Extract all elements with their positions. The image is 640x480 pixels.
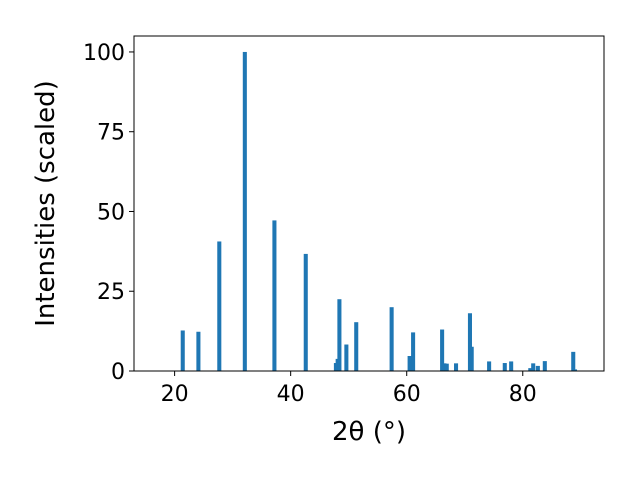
bar xyxy=(411,332,416,371)
x-tick-label: 80 xyxy=(509,382,537,407)
x-tick-label: 40 xyxy=(277,382,305,407)
bar xyxy=(344,344,349,371)
bar xyxy=(444,363,449,371)
x-tick-label: 60 xyxy=(393,382,421,407)
y-tick-label: 25 xyxy=(97,280,125,305)
bar xyxy=(502,363,507,371)
bar xyxy=(467,313,472,371)
bar xyxy=(542,361,547,371)
y-tick-label: 75 xyxy=(97,121,125,146)
bar xyxy=(354,322,359,371)
bars-group xyxy=(180,51,578,371)
bar xyxy=(272,220,277,371)
bar xyxy=(303,253,308,371)
bar xyxy=(469,346,474,371)
bar xyxy=(442,363,447,371)
y-tick-label: 50 xyxy=(97,200,125,225)
bar xyxy=(454,363,459,371)
x-tick-label: 20 xyxy=(161,382,189,407)
y-tick-label: 0 xyxy=(111,360,125,385)
y-tick-label: 100 xyxy=(83,41,125,66)
bar xyxy=(180,330,185,371)
y-axis-label: Intensities (scaled) xyxy=(31,80,61,327)
bar xyxy=(528,368,533,371)
plot-frame xyxy=(133,35,605,372)
bar xyxy=(407,356,412,371)
bar xyxy=(531,363,536,371)
bar xyxy=(509,361,514,371)
x-axis-label: 2θ (°) xyxy=(332,417,406,447)
y-ticks-group: 0 25 50 75 100 xyxy=(83,41,134,385)
bar xyxy=(196,331,201,371)
bar xyxy=(535,365,540,371)
bar xyxy=(487,361,492,371)
bar xyxy=(337,299,342,371)
bar xyxy=(440,329,445,371)
bar xyxy=(572,369,578,371)
bar xyxy=(571,351,576,371)
bar xyxy=(389,307,394,371)
bar xyxy=(242,51,247,371)
bar xyxy=(217,241,222,371)
x-ticks-group: 20 40 60 80 xyxy=(161,371,537,407)
